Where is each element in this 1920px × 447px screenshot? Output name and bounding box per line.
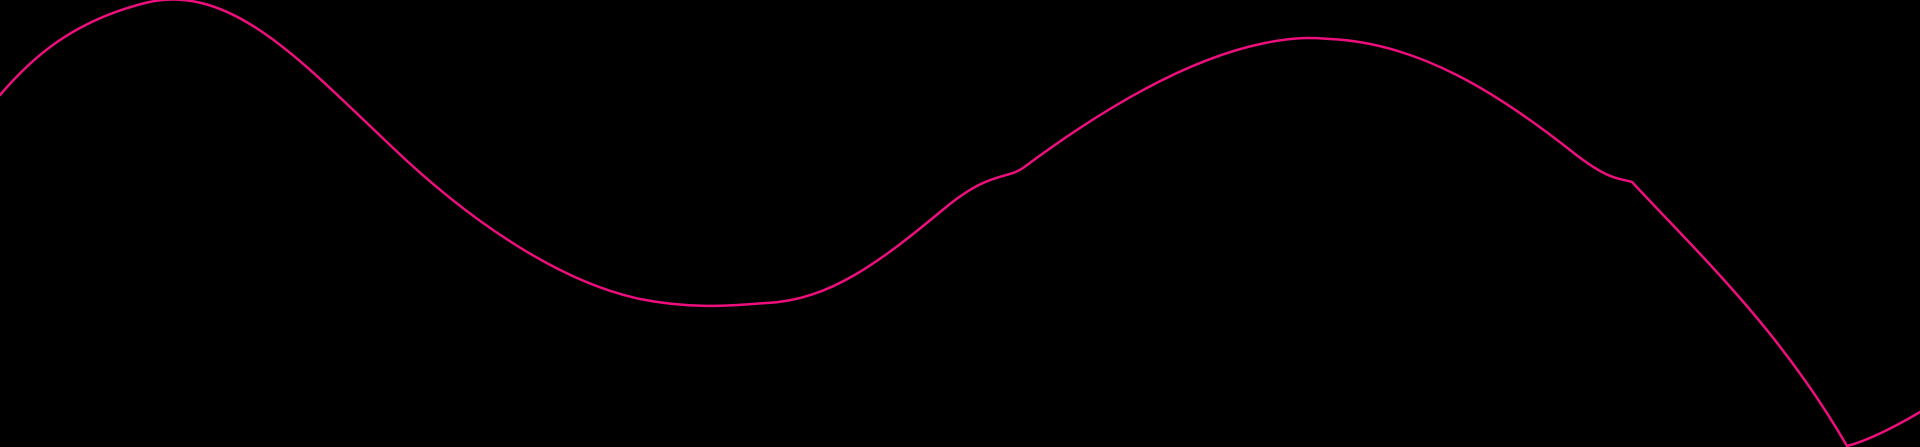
background-rect xyxy=(0,0,1920,447)
wave-canvas xyxy=(0,0,1920,447)
sine-wave-svg xyxy=(0,0,1920,447)
pink-sine-wave-path xyxy=(0,0,1920,447)
